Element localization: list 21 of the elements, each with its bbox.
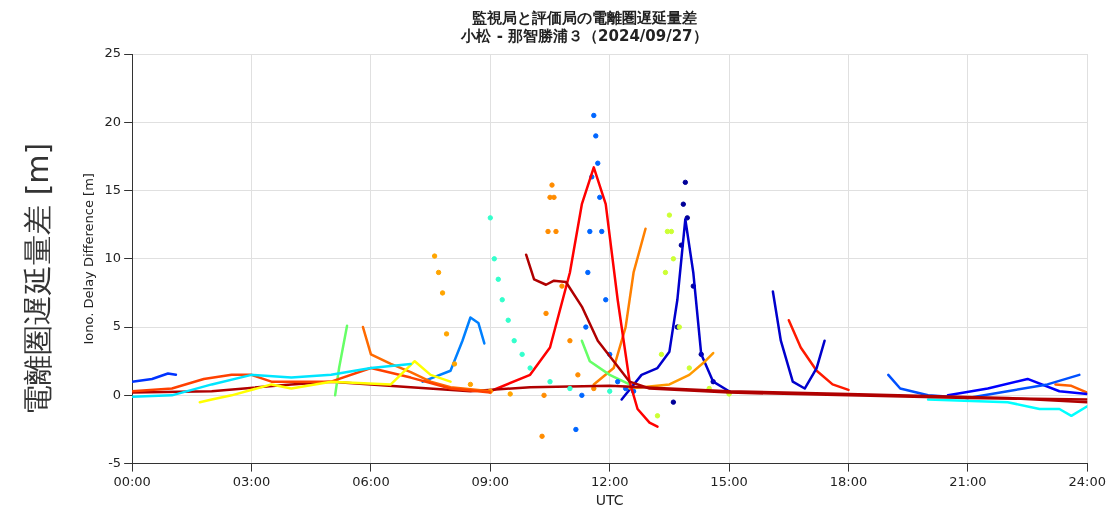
chart-title: 監視局と評価局の電離圏遅延量差 <box>472 8 697 27</box>
x-tick-label: 09:00 <box>471 473 510 489</box>
x-tick-label: 15:00 <box>710 473 748 489</box>
text: 電離圏遅延量差 [m] <box>19 142 55 415</box>
y-tick-label: 20 <box>104 113 122 129</box>
y-axis-title: Iono. Delay Difference [m] <box>81 173 97 345</box>
chart-subtitle: 小松 - 那智勝浦３（2024/09/27） <box>460 26 708 45</box>
x-tick-label: 12:00 <box>590 473 629 489</box>
y-tick-label: 5 <box>112 318 122 334</box>
y-tick-label: 15 <box>104 181 122 197</box>
y-tick-label: 10 <box>104 250 122 266</box>
x-tick-label: 18:00 <box>829 473 868 489</box>
y-tick-label: -5 <box>108 454 122 470</box>
x-axis-title: UTC <box>595 492 624 509</box>
x-tick-label: 24:00 <box>1068 473 1106 489</box>
x-tick-label: 00:00 <box>113 473 151 489</box>
y-tick-label: 0 <box>112 386 122 402</box>
x-tick-label: 21:00 <box>949 473 987 489</box>
x-tick-label: 03:00 <box>232 473 271 489</box>
x-tick-label: 06:00 <box>352 473 390 489</box>
y-tick-label: 25 <box>104 45 122 61</box>
